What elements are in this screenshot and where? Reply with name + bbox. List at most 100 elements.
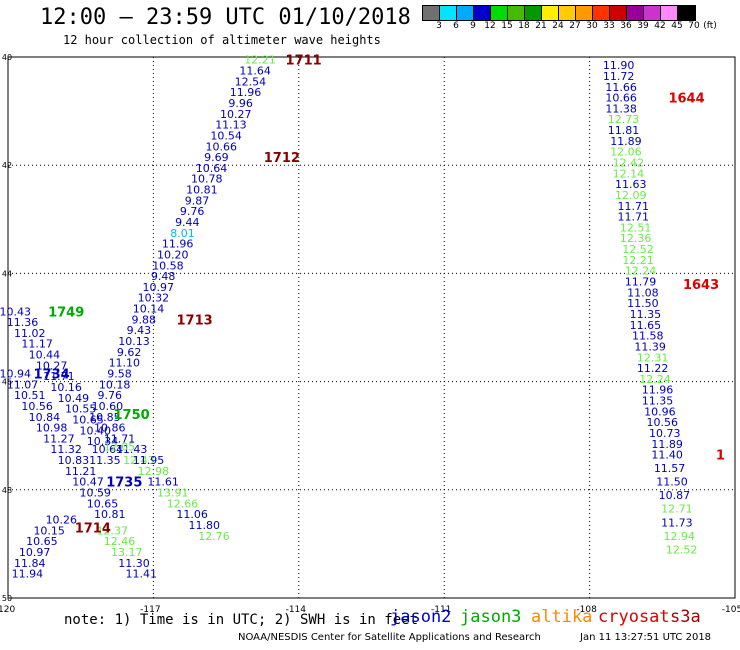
wave-height-value: 10.40: [79, 424, 111, 437]
wave-height-value: 11.22: [637, 362, 669, 375]
wave-height-value: 11.64: [239, 65, 271, 78]
colorbar-swatch: [559, 6, 576, 20]
wave-height-value: 11.89: [651, 438, 683, 451]
wave-height-value: 11.63: [615, 178, 647, 191]
wave-height-value: 11.17: [21, 338, 53, 351]
wave-height-value: 11.06: [176, 508, 208, 521]
wave-height-value: 11.71: [43, 370, 75, 383]
wave-height-value: 11.96: [230, 86, 262, 99]
wave-height-value: 11.30: [118, 557, 150, 570]
satellite-legend-cryosat: cryosat: [598, 607, 670, 627]
colorbar-tick-label: 30: [586, 21, 598, 31]
wave-height-value: 11.02: [14, 327, 46, 340]
colorbar-tick-label: 3: [436, 21, 442, 31]
wave-height-value: 11.27: [43, 432, 75, 445]
colorbar-tick-label: 24: [552, 21, 564, 31]
latitude-tick-label: 50: [2, 594, 12, 603]
wave-height-value: 10.47: [72, 476, 104, 489]
pass-time-label: 1714: [75, 522, 111, 537]
colorbar-tick-label: 33: [603, 21, 615, 31]
colorbar-swatch: [627, 6, 644, 20]
wave-height-value: 12.98: [138, 465, 170, 478]
latitude-tick-label: 42: [2, 161, 12, 170]
colorbar-swatch: [491, 6, 508, 20]
colorbar-tick-label: 36: [620, 21, 632, 31]
wave-height-value: 10.66: [605, 92, 637, 105]
wave-height-value: 11.81: [608, 124, 640, 137]
wave-height-value: 12.54: [235, 75, 267, 88]
colorbar-swatch: [474, 6, 491, 20]
page-subtitle: 12 hour collection of altimeter wave hei…: [63, 33, 381, 47]
colorbar-tick-label: 6: [453, 21, 459, 31]
wave-height-value: 13.91: [157, 487, 189, 500]
wave-height-value: 11.71: [617, 200, 649, 213]
wave-height-value: 10.81: [94, 508, 126, 521]
wave-height-value: 12.09: [615, 189, 647, 202]
wave-height-value: 10.32: [138, 292, 170, 305]
wave-height-value: 10.26: [46, 514, 78, 527]
wave-height-value: 10.98: [36, 422, 68, 435]
wave-height-value: 12.73: [608, 113, 640, 126]
wave-height-value: 11.32: [50, 443, 82, 456]
wave-height-value: 11.95: [133, 454, 165, 467]
colorbar-tick-label: 21: [535, 21, 547, 31]
wave-height-value: 12.43: [123, 454, 155, 467]
pass-time-label: 1712: [264, 151, 300, 166]
wave-height-value: 10.51: [14, 389, 46, 402]
longitude-tick-label: -105: [722, 605, 740, 615]
wave-height-value: 12.14: [613, 167, 645, 180]
wave-height-value: 12.76: [198, 530, 230, 543]
colorbar-swatch: [508, 6, 525, 20]
wave-height-value: 11.35: [642, 395, 674, 408]
wave-height-value: 9.76: [98, 389, 123, 402]
wave-height-value: 9.96: [228, 97, 253, 110]
wave-height-value: 11.36: [7, 316, 39, 329]
wave-height-value: 12.37: [96, 524, 128, 537]
wave-height-value: 11.40: [651, 449, 683, 462]
wave-height-value: 10.64: [92, 443, 124, 456]
colorbar-swatch: [593, 6, 610, 20]
pass-time-label: 1711: [286, 54, 322, 69]
colorbar-tick-label: 27: [569, 21, 581, 31]
wave-height-value: 10.13: [118, 335, 150, 348]
wave-height-value: 9.87: [185, 194, 210, 207]
colorbar-tick-label: 45: [671, 21, 683, 31]
wave-height-value: 10.83: [58, 454, 90, 467]
wave-height-value: 10.65: [26, 535, 58, 548]
wave-height-value: 10.86: [94, 422, 126, 435]
wave-height-value: 11.90: [603, 59, 635, 72]
colorbar-swatch: [423, 6, 440, 20]
colorbar-swatch: [678, 6, 695, 20]
longitude-tick-label: -114: [286, 605, 307, 615]
wave-height-value: 9.44: [175, 216, 200, 229]
colorbar-tick-label: 12: [484, 21, 496, 31]
wave-height-value: 12.66: [167, 497, 199, 510]
wave-height-value: 11.89: [610, 135, 642, 148]
wave-height-value: 11.65: [630, 319, 662, 332]
wave-height-value: 11.72: [603, 70, 635, 83]
wave-height-value: 12.31: [637, 351, 669, 364]
colorbar-swatch: [440, 6, 457, 20]
longitude-tick-label: -120: [0, 605, 15, 615]
wave-height-value: 10.34: [87, 435, 119, 448]
wave-height-value: 11.08: [627, 286, 659, 299]
wave-height-value: 12.21: [622, 254, 654, 267]
wave-height-value: 10.94: [0, 367, 31, 380]
wave-height-value: 11.50: [627, 297, 659, 310]
wave-height-value: 12.94: [664, 530, 696, 543]
wave-height-value: 11.21: [65, 465, 97, 478]
wave-height-value: 11.43: [116, 443, 148, 456]
wave-height-value: 9.58: [107, 367, 132, 380]
wave-height-value: 12.46: [104, 535, 136, 548]
wave-height-value: 11.35: [89, 454, 121, 467]
colorbar-swatch: [542, 6, 559, 20]
wave-height-value: 11.58: [632, 330, 664, 343]
wave-height-value: 10.78: [191, 173, 223, 186]
wave-height-value: 12.52: [622, 243, 654, 256]
wave-height-value: 10.65: [72, 413, 104, 426]
wave-height-value: 10.64: [196, 162, 228, 175]
wave-height-value: 10.27: [220, 108, 252, 121]
wave-height-value: 10.54: [210, 129, 242, 142]
